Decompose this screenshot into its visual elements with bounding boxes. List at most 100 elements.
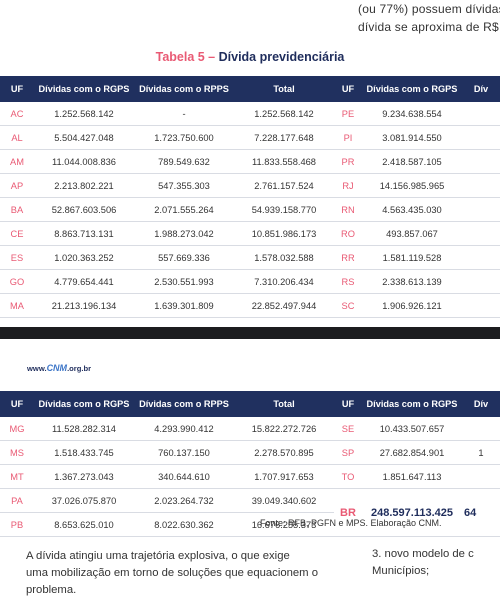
table-row: GO 4.779.654.441 2.530.551.993 7.310.206.43…	[0, 269, 500, 294]
cell-rpps-2	[462, 102, 500, 126]
cell-uf-2: PE	[334, 102, 362, 126]
cell-rpps: 340.644.610	[134, 464, 234, 489]
cell-uf-2: PR	[334, 149, 362, 174]
header-uf: UF	[0, 391, 34, 417]
header-total: Total	[234, 391, 334, 417]
site-brand: CNM	[46, 363, 68, 373]
caption-number: Tabela 5 –	[155, 50, 216, 64]
cell-uf-2: SC	[334, 293, 362, 318]
table-row: BA 52.867.603.506 2.071.555.264 54.939.158.…	[0, 197, 500, 222]
cell-total: 16.676.255.373	[234, 512, 334, 537]
header-rgps: Dívidas com o RGPS	[34, 76, 134, 102]
debt-table-part-2: UF Dívidas com o RGPS Dívidas com o RPPS…	[0, 391, 500, 537]
intro-text-line-2: dívida se aproxima de R$ 6	[358, 20, 500, 34]
header-rpps: Dívidas com o RPPS	[134, 76, 234, 102]
cell-uf-2: RR	[334, 245, 362, 270]
cell-rpps-2	[462, 464, 500, 489]
table-row: PB 8.653.625.010 8.022.630.362 16.676.255.3…	[0, 512, 500, 537]
cell-uf: MS	[0, 440, 34, 465]
cell-total: 22.852.497.944	[234, 293, 334, 318]
table-row: AM 11.044.008.836 789.549.632 11.833.558.46…	[0, 149, 500, 174]
cell-rpps: 789.549.632	[134, 149, 234, 174]
cell-rpps-2	[462, 293, 500, 318]
total-value: 248.597.113.425	[362, 488, 462, 537]
cell-total: 2.761.157.524	[234, 173, 334, 198]
table-source: Fonte: RFB, PGFN e MPS. Elaboração CNM.	[260, 518, 442, 528]
cell-uf: ES	[0, 245, 34, 270]
cell-uf-2: SE	[334, 417, 362, 441]
total-partial: 64	[462, 488, 500, 537]
cell-rgps: 21.213.196.134	[34, 293, 134, 318]
cell-uf: CE	[0, 221, 34, 246]
cell-total: 1.578.032.588	[234, 245, 334, 270]
body-line-3: problema.	[26, 584, 77, 596]
cell-uf: AC	[0, 102, 34, 126]
table-caption: Tabela 5 – Dívida previdenciária	[0, 50, 500, 64]
site-url: www.CNM.org.br	[27, 363, 91, 373]
cell-total: 7.228.177.648	[234, 125, 334, 150]
table-row: ES 1.020.363.252 557.669.336 1.578.032.588 R…	[0, 245, 500, 270]
table-row: AL 5.504.427.048 1.723.750.600 7.228.177.64…	[0, 125, 500, 150]
cell-rgps: 8.653.625.010	[34, 512, 134, 537]
header-total: Total	[234, 76, 334, 102]
cell-rgps-2: 10.433.507.657	[362, 417, 462, 441]
cell-uf-2: SP	[334, 440, 362, 465]
header-uf: UF	[0, 76, 34, 102]
cell-rgps: 1.518.433.745	[34, 440, 134, 465]
cell-rgps: 4.779.654.441	[34, 269, 134, 294]
header-uf-2: UF	[334, 391, 362, 417]
cell-rgps: 2.213.802.221	[34, 173, 134, 198]
side-list-line-2: Municípios;	[372, 565, 430, 577]
cell-rpps: 760.137.150	[134, 440, 234, 465]
cell-rgps: 37.026.075.870	[34, 488, 134, 513]
cell-uf: AP	[0, 173, 34, 198]
table-header-row: UF Dívidas com o RGPS Dívidas com o RPPS…	[0, 391, 500, 417]
cell-rgps: 52.867.603.506	[34, 197, 134, 222]
table-header-row: UF Dívidas com o RGPS Dívidas com o RPPS…	[0, 76, 500, 102]
header-rpps: Dívidas com o RPPS	[134, 391, 234, 417]
header-rpps-2: Dív	[462, 391, 500, 417]
cell-uf: MT	[0, 464, 34, 489]
debt-table-part-1: UF Dívidas com o RGPS Dívidas com o RPPS…	[0, 76, 500, 318]
cell-rgps-2: 2.418.587.105	[362, 149, 462, 174]
table-row: PA 37.026.075.870 2.023.264.732 39.049.340.…	[0, 488, 500, 537]
cell-rpps: -	[134, 102, 234, 126]
cell-uf-2: RO	[334, 221, 362, 246]
cell-rpps-2	[462, 269, 500, 294]
site-prefix: www.	[27, 364, 47, 373]
cell-rgps-2: 1.906.926.121	[362, 293, 462, 318]
cell-rpps-2	[462, 173, 500, 198]
cell-uf: PB	[0, 512, 34, 537]
cell-uf: PA	[0, 488, 34, 513]
cell-rgps: 1.252.568.142	[34, 102, 134, 126]
cell-rgps-2: 493.857.067	[362, 221, 462, 246]
cell-rgps-2: 4.563.435.030	[362, 197, 462, 222]
cell-rgps-2: 1.581.119.528	[362, 245, 462, 270]
table-row: CE 8.863.713.131 1.988.273.042 10.851.986.1…	[0, 221, 500, 246]
cell-uf-2: TO	[334, 464, 362, 489]
table-row: MS 1.518.433.745 760.137.150 2.278.570.895 S…	[0, 440, 500, 465]
cell-rgps: 5.504.427.048	[34, 125, 134, 150]
cell-uf: GO	[0, 269, 34, 294]
cell-rpps-2: 1	[462, 440, 500, 465]
cell-rpps-2	[462, 417, 500, 441]
cell-rpps: 2.023.264.732	[134, 488, 234, 513]
cell-rgps-2: 3.081.914.550	[362, 125, 462, 150]
cell-rpps: 547.355.303	[134, 173, 234, 198]
page-break-band	[0, 327, 500, 339]
cell-total: 39.049.340.602	[234, 488, 334, 513]
header-rgps-2: Dívidas com o RGPS	[362, 76, 462, 102]
cell-rgps: 11.528.282.314	[34, 417, 134, 441]
cell-rgps: 11.044.008.836	[34, 149, 134, 174]
cell-rpps: 557.669.336	[134, 245, 234, 270]
cell-total: 11.833.558.468	[234, 149, 334, 174]
cell-uf: AM	[0, 149, 34, 174]
table-row: AP 2.213.802.221 547.355.303 2.761.157.524 R…	[0, 173, 500, 198]
table-row: AC 1.252.568.142-1.252.568.142 PE 9.234.638…	[0, 102, 500, 126]
cell-rpps: 1.988.273.042	[134, 221, 234, 246]
cell-rgps-2: 27.682.854.901	[362, 440, 462, 465]
cell-uf-2: RN	[334, 197, 362, 222]
cell-total: 7.310.206.434	[234, 269, 334, 294]
body-line-2: uma mobilização em torno de soluções que…	[26, 567, 319, 579]
site-suffix: .org.br	[67, 364, 92, 373]
